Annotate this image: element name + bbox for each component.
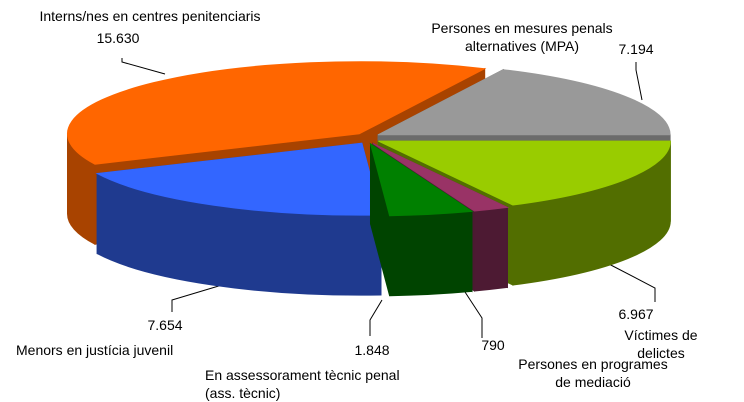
slice [95, 142, 382, 216]
slice [372, 143, 510, 212]
leader-lines [121, 58, 656, 338]
slice-name: Víctimes de delictes [624, 327, 698, 361]
slice-value: 6.967 [618, 306, 654, 322]
slice [378, 140, 671, 206]
slice [369, 142, 474, 217]
slice-value: 7.654 [147, 317, 183, 333]
slice-value: 1.848 [354, 342, 390, 358]
slice-value: 790 [481, 337, 505, 353]
slice-name: Menors en justícia juvenil [16, 342, 174, 358]
leader-line [171, 281, 233, 312]
leader-line [369, 299, 383, 336]
pie [66, 61, 671, 297]
slice-value: 7.194 [618, 41, 654, 57]
slice [66, 61, 487, 165]
slice-name: Interns/nes en centres penitenciaris [39, 8, 261, 24]
slice-side [389, 210, 473, 297]
slice-value: 15.630 [96, 30, 140, 46]
slice [377, 69, 671, 136]
slice-name: En assessorament tècnic penal (ass. tècn… [205, 367, 400, 401]
leader-line [604, 261, 656, 302]
slice-side [473, 206, 508, 292]
leader-line [464, 291, 483, 338]
leader-line [121, 58, 166, 75]
leader-line [635, 62, 643, 101]
slice-name: Persones en mesures penals alternatives … [431, 20, 613, 54]
slice-name: Persones en programes de mediació [518, 356, 668, 390]
